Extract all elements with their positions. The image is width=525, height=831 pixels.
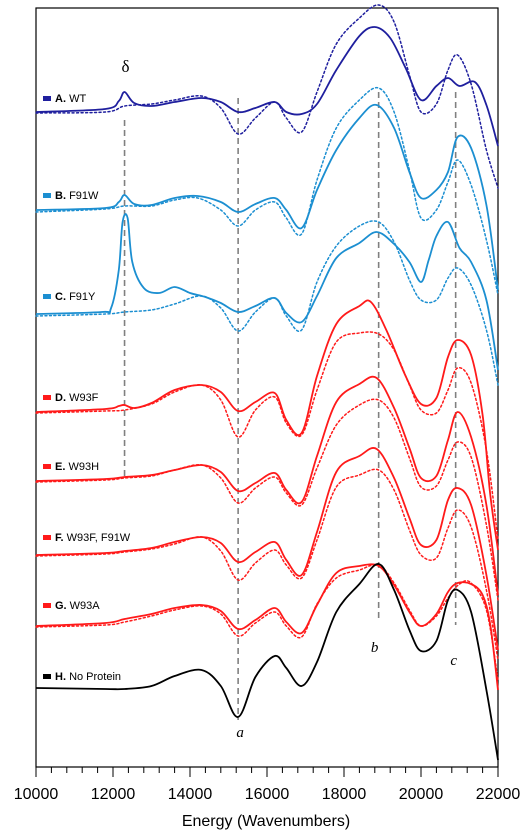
legend-swatch-H [43,674,51,679]
peak-label-c: c [450,653,457,669]
plot-frame [35,7,499,768]
legend-label-C: C. F91Y [55,291,96,303]
legend-swatch-C [43,294,51,299]
series-F-dotted-line [35,468,499,661]
legend-label-H: H. No Protein [55,671,121,683]
x-tick-label: 14000 [168,786,213,803]
series-G-solid-line [35,563,499,691]
x-tick-label: 10000 [14,786,59,803]
legend-label-G: G. W93A [55,600,100,612]
reference-lines [123,92,457,720]
x-axis-title: Energy (Wavenumbers) [182,813,350,830]
series-F-solid-line [35,447,499,651]
x-axis: 10000 12000 14000 16000 18000 20000 22000 [14,767,521,803]
peak-label-a: a [236,725,244,741]
series-B-dotted-line [35,86,499,296]
x-tick-label: 22000 [476,786,521,803]
legend-label-A: A. WT [55,93,86,105]
series-B-solid-line [35,103,499,291]
legend-label-D: D. W93F [55,392,99,404]
legend-swatch-G [43,603,51,608]
legend-swatch-B [43,193,51,198]
series-A-solid-line [35,26,499,147]
series-C-solid-line [35,213,499,371]
legend-swatch-F [43,535,51,540]
series-D-dotted-line [35,331,499,541]
series-D-solid-line [35,299,499,551]
legend-swatch-A [43,96,51,101]
plot-border [35,7,499,768]
series-A-dotted-line [35,4,499,189]
series-E-solid-line [35,375,499,596]
legend-label-F: F. W93F, F91W [55,532,131,544]
series-H-solid-line [35,563,499,761]
peak-label-b: b [371,640,379,656]
peak-label-delta: δ [122,57,130,76]
x-tick-label: 12000 [91,786,136,803]
legend-swatch-D [43,395,51,400]
peak-labels: δ a b c [122,57,458,741]
legend-label-B: B. F91W [55,190,99,202]
x-tick-label: 18000 [322,786,367,803]
series-E-dotted-line [35,398,499,601]
x-tick-label: 20000 [399,786,444,803]
legend-swatch-E [43,464,51,469]
legend: A. WT B. F91W C. F91Y D. W93F E. W93H F. W93F… [43,93,131,683]
series-C-dotted-line [35,220,499,386]
series-layer [35,4,499,761]
x-tick-label: 16000 [245,786,290,803]
legend-label-E: E. W93H [55,461,99,473]
